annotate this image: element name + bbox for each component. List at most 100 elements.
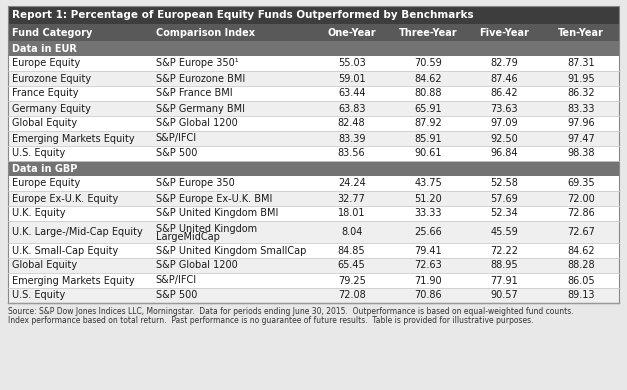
Text: One-Year: One-Year	[327, 28, 376, 37]
Text: Comparison Index: Comparison Index	[155, 28, 255, 37]
Text: 87.92: 87.92	[414, 119, 442, 128]
Text: 18.01: 18.01	[338, 209, 366, 218]
Text: S&P 500: S&P 500	[155, 291, 197, 301]
Bar	[8, 161, 619, 176]
Text: Europe Ex-U.K. Equity: Europe Ex-U.K. Equity	[12, 193, 119, 204]
Text: 92.50: 92.50	[490, 133, 519, 144]
Text: 97.96: 97.96	[567, 119, 594, 128]
Text: U.K. Large-/Mid-Cap Equity: U.K. Large-/Mid-Cap Equity	[12, 227, 143, 237]
Text: 55.03: 55.03	[338, 58, 366, 69]
Text: 24.24: 24.24	[338, 179, 366, 188]
Text: S&P 500: S&P 500	[155, 149, 197, 158]
Text: 79.41: 79.41	[414, 245, 442, 255]
Text: 59.01: 59.01	[338, 73, 366, 83]
Text: 88.28: 88.28	[567, 261, 594, 271]
Bar	[8, 288, 619, 303]
Text: 97.09: 97.09	[490, 119, 519, 128]
Text: 33.33: 33.33	[414, 209, 442, 218]
Text: Report 1: Percentage of European Equity Funds Outperformed by Benchmarks: Report 1: Percentage of European Equity …	[12, 10, 473, 20]
Text: 96.84: 96.84	[491, 149, 518, 158]
Text: 87.31: 87.31	[567, 58, 594, 69]
Bar	[8, 131, 619, 146]
Text: U.S. Equity: U.S. Equity	[12, 291, 65, 301]
Bar	[8, 206, 619, 221]
Bar	[8, 41, 619, 56]
Text: 73.63: 73.63	[490, 103, 519, 113]
Text: 72.00: 72.00	[567, 193, 594, 204]
Text: 72.22: 72.22	[490, 245, 519, 255]
Bar	[8, 24, 619, 41]
Text: 69.35: 69.35	[567, 179, 594, 188]
Text: 72.67: 72.67	[567, 227, 595, 237]
Text: S&P Eurozone BMI: S&P Eurozone BMI	[155, 73, 245, 83]
Text: 57.69: 57.69	[490, 193, 519, 204]
Text: 77.91: 77.91	[490, 275, 519, 285]
Text: 87.46: 87.46	[490, 73, 519, 83]
Text: 51.20: 51.20	[414, 193, 442, 204]
Text: 90.61: 90.61	[414, 149, 442, 158]
Text: Three-Year: Three-Year	[399, 28, 457, 37]
Text: 71.90: 71.90	[414, 275, 442, 285]
Text: 72.63: 72.63	[414, 261, 442, 271]
Bar	[8, 101, 619, 116]
Text: 84.62: 84.62	[414, 73, 442, 83]
Bar	[8, 191, 619, 206]
Text: Ten-Year: Ten-Year	[558, 28, 604, 37]
Text: S&P/IFCI: S&P/IFCI	[155, 275, 197, 285]
Text: France Equity: France Equity	[12, 89, 78, 99]
Text: U.S. Equity: U.S. Equity	[12, 149, 65, 158]
Bar	[8, 71, 619, 86]
Text: Source: S&P Dow Jones Indices LLC, Morningstar.  Data for periods ending June 30: Source: S&P Dow Jones Indices LLC, Morni…	[8, 307, 574, 316]
Text: Europe Equity: Europe Equity	[12, 58, 80, 69]
Text: 86.32: 86.32	[567, 89, 594, 99]
Text: Fund Category: Fund Category	[12, 28, 92, 37]
Text: 83.56: 83.56	[338, 149, 366, 158]
Bar	[8, 146, 619, 161]
Text: S&P United Kingdom: S&P United Kingdom	[155, 224, 256, 234]
Text: 45.59: 45.59	[490, 227, 519, 237]
Bar	[8, 273, 619, 288]
Text: S&P Germany BMI: S&P Germany BMI	[155, 103, 245, 113]
Text: 43.75: 43.75	[414, 179, 442, 188]
Bar	[8, 176, 619, 191]
Text: 86.42: 86.42	[490, 89, 519, 99]
Text: 82.79: 82.79	[490, 58, 519, 69]
Text: Global Equity: Global Equity	[12, 119, 77, 128]
Text: 82.48: 82.48	[338, 119, 366, 128]
Text: 72.08: 72.08	[338, 291, 366, 301]
Text: U.K. Equity: U.K. Equity	[12, 209, 65, 218]
Text: Eurozone Equity: Eurozone Equity	[12, 73, 91, 83]
Text: Index performance based on total return.  Past performance is no guarantee of fu: Index performance based on total return.…	[8, 316, 534, 325]
Text: S&P United Kingdom BMI: S&P United Kingdom BMI	[155, 209, 278, 218]
Text: S&P Global 1200: S&P Global 1200	[155, 119, 238, 128]
Text: 25.66: 25.66	[414, 227, 442, 237]
Text: 63.83: 63.83	[338, 103, 366, 113]
Text: 52.34: 52.34	[490, 209, 519, 218]
Text: 90.57: 90.57	[490, 291, 519, 301]
Text: 8.04: 8.04	[341, 227, 362, 237]
Text: 70.86: 70.86	[414, 291, 442, 301]
Text: 65.91: 65.91	[414, 103, 442, 113]
Bar	[8, 243, 619, 258]
Bar	[8, 221, 619, 243]
Text: 86.05: 86.05	[567, 275, 594, 285]
Text: 79.25: 79.25	[338, 275, 366, 285]
Bar	[8, 6, 619, 303]
Text: 88.95: 88.95	[490, 261, 519, 271]
Text: 72.86: 72.86	[567, 209, 594, 218]
Text: 85.91: 85.91	[414, 133, 442, 144]
Text: 32.77: 32.77	[338, 193, 366, 204]
Text: Data in EUR: Data in EUR	[12, 44, 77, 53]
Text: 65.45: 65.45	[338, 261, 366, 271]
Text: 98.38: 98.38	[567, 149, 594, 158]
Text: Five-Year: Five-Year	[480, 28, 529, 37]
Text: Europe Equity: Europe Equity	[12, 179, 80, 188]
Text: Emerging Markets Equity: Emerging Markets Equity	[12, 133, 135, 144]
Text: Data in GBP: Data in GBP	[12, 163, 77, 174]
Text: 84.62: 84.62	[567, 245, 594, 255]
Text: 84.85: 84.85	[338, 245, 366, 255]
Text: 83.33: 83.33	[567, 103, 594, 113]
Text: S&P Europe 350: S&P Europe 350	[155, 179, 234, 188]
Text: Global Equity: Global Equity	[12, 261, 77, 271]
Bar	[8, 258, 619, 273]
